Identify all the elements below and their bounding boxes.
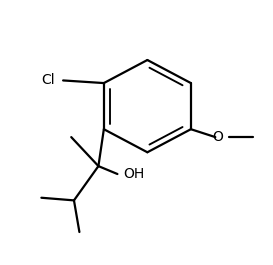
Text: OH: OH	[123, 167, 144, 181]
Text: Cl: Cl	[41, 73, 55, 87]
Text: O: O	[213, 130, 224, 144]
